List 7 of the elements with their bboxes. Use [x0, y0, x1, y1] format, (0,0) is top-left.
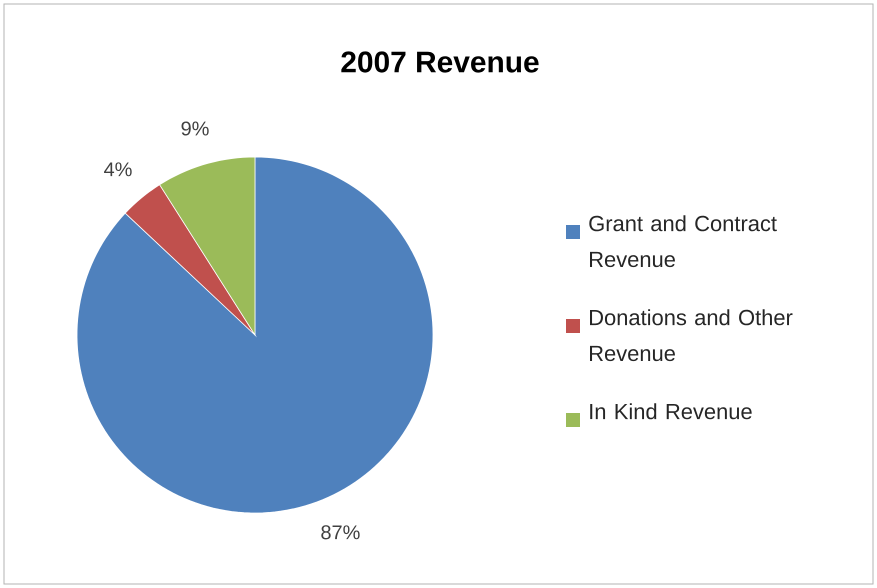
- legend-label: In Kind Revenue: [590, 403, 752, 420]
- legend-label: Grant and Contract Revenue: [589, 215, 777, 268]
- data-label: 4%: [104, 162, 132, 176]
- legend-label: Donations and Other Revenue: [590, 309, 792, 362]
- chart-title: 2007 Revenue: [341, 51, 539, 73]
- data-label: 9%: [182, 121, 209, 136]
- data-label: 87%: [321, 525, 360, 540]
